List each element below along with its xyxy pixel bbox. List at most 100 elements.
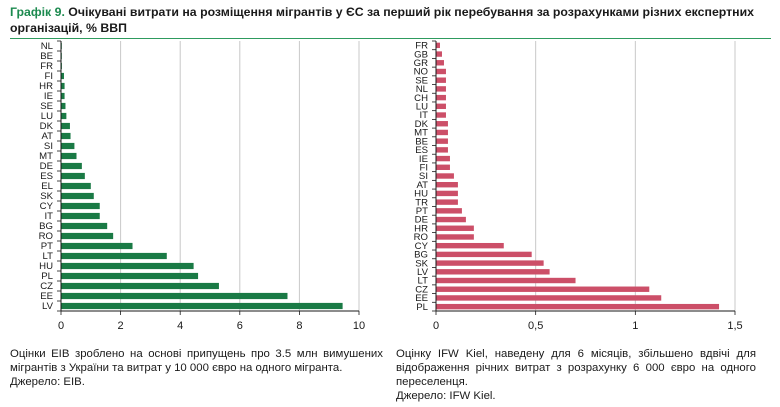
- left-bar-ee: [61, 292, 288, 300]
- right-category-label: EE: [415, 293, 428, 304]
- left-category-label: SI: [44, 141, 53, 152]
- right-category-label: CZ: [415, 284, 428, 295]
- left-category-label: FR: [40, 61, 53, 72]
- left-bar-hr: [61, 82, 65, 90]
- right-category-label: FR: [415, 41, 428, 52]
- right-bar-ie: [436, 155, 450, 162]
- left-bar-sk: [61, 192, 94, 200]
- chart-left-eib: NL BE FR FI HR IE SE LU DK AT SI MT DE ES EL SK CY IT BG RO…: [10, 40, 380, 345]
- right-bar-fi: [436, 164, 450, 170]
- right-bar-it: [436, 112, 446, 118]
- left-category-label: CY: [40, 201, 54, 212]
- right-category-label: MT: [414, 128, 428, 139]
- left-category-label: RO: [39, 231, 53, 242]
- left-bar-se: [61, 102, 66, 110]
- title-divider: [10, 38, 771, 39]
- right-category-label: HU: [414, 189, 428, 200]
- right-bar-tr: [436, 199, 458, 205]
- right-bar-sk: [436, 260, 544, 266]
- right-bar-gb: [436, 51, 442, 57]
- left-bar-lu: [61, 112, 67, 120]
- right-bar-bg: [436, 251, 532, 258]
- note-right: Оцінку IFW Kiel, наведену для 6 місяців,…: [396, 347, 756, 403]
- left-category-label: BE: [40, 51, 53, 62]
- left-bar-it: [61, 212, 100, 220]
- left-bar-el: [61, 182, 91, 190]
- right-category-label: SI: [419, 171, 428, 182]
- right-bar-si: [436, 173, 454, 179]
- left-category-label: FI: [44, 71, 53, 82]
- right-bar-lv: [436, 269, 550, 275]
- title-text: Очікувані витрати на розміщення мігранті…: [10, 5, 754, 35]
- note-right-text: Оцінку IFW Kiel, наведену для 6 місяців,…: [396, 348, 756, 388]
- left-bar-pt: [61, 242, 133, 250]
- right-bar-fr: [436, 42, 440, 49]
- right-category-label: SK: [415, 258, 428, 269]
- left-category-label: EE: [40, 291, 53, 302]
- right-category-label: PL: [416, 302, 428, 313]
- right-bar-no: [436, 68, 446, 75]
- left-category-label: ES: [40, 171, 53, 182]
- left-bar-pl: [61, 272, 199, 280]
- left-category-label: HR: [39, 81, 53, 92]
- left-bar-de: [61, 162, 82, 170]
- right-category-label: LT: [418, 276, 429, 287]
- chart-right-ifw: FR GB GR NO SE NL CH LU IT DK MT BE ES IE FI SI AT HU TR PT…: [395, 40, 770, 345]
- left-bar-ro: [61, 232, 114, 240]
- right-category-label: NL: [416, 84, 429, 95]
- right-category-label: IT: [419, 110, 428, 121]
- left-x-tick-label: 4: [177, 320, 183, 332]
- right-category-label: GR: [414, 58, 428, 69]
- left-category-label: DE: [40, 161, 53, 172]
- left-x-tick-label: 10: [353, 320, 365, 332]
- right-bar-at: [436, 182, 458, 188]
- right-x-tick-label: 0: [433, 320, 439, 332]
- chart-title: Графік 9. Очікувані витрати на розміщенн…: [10, 4, 770, 36]
- right-category-label: BE: [415, 136, 428, 147]
- left-x-tick-label: 6: [237, 320, 243, 332]
- left-bar-bg: [61, 222, 108, 230]
- left-x-tick-label: 0: [58, 320, 64, 332]
- right-bar-mt: [436, 129, 448, 136]
- left-category-label: HU: [39, 261, 53, 272]
- note-right-source: Джерело: IFW Kiel.: [396, 390, 496, 402]
- right-category-label: IE: [419, 154, 428, 165]
- left-x-tick-label: 2: [118, 320, 124, 332]
- right-category-label: CH: [414, 93, 428, 104]
- left-bar-dk: [61, 122, 70, 130]
- left-category-label: DK: [40, 121, 54, 132]
- left-category-label: SE: [40, 101, 53, 112]
- chart-left-svg: NLBEFRFIHRIESELUDKATSIMTDEESELSKCYITBGRO…: [39, 40, 365, 332]
- right-category-label: TR: [415, 197, 428, 208]
- left-bar-si: [61, 142, 75, 150]
- right-bar-cy: [436, 242, 504, 249]
- left-bar-cy: [61, 202, 100, 210]
- left-bar-ie: [61, 92, 65, 100]
- right-category-label: LU: [416, 102, 428, 113]
- left-category-label: IE: [44, 91, 53, 102]
- left-bar-fi: [61, 72, 64, 80]
- left-category-label: EL: [41, 181, 53, 192]
- right-category-label: FI: [419, 162, 428, 173]
- left-category-label: MT: [39, 151, 53, 162]
- right-bar-hu: [436, 190, 458, 197]
- right-bar-dk: [436, 121, 448, 127]
- right-category-label: PT: [416, 206, 428, 217]
- right-bar-se: [436, 77, 446, 83]
- right-bar-be: [436, 138, 448, 144]
- left-bar-lv: [61, 302, 343, 310]
- left-category-label: PT: [41, 241, 53, 252]
- left-category-label: PL: [41, 271, 53, 282]
- right-category-label: HR: [414, 223, 428, 234]
- left-bar-at: [61, 132, 71, 140]
- chart-right-svg: FRGBGRNOSENLCHLUITDKMTBEESIEFISIATHUTRPT…: [414, 41, 743, 332]
- left-x-tick-label: 8: [296, 320, 302, 332]
- right-category-label: DE: [415, 215, 428, 226]
- right-bar-ch: [436, 94, 446, 101]
- right-x-tick-label: 1,5: [727, 320, 742, 332]
- left-bar-hu: [61, 262, 194, 270]
- right-category-label: BG: [414, 250, 428, 261]
- right-x-tick-label: 0,5: [528, 320, 543, 332]
- title-prefix: Графік 9.: [10, 5, 65, 19]
- right-bar-lt: [436, 277, 576, 284]
